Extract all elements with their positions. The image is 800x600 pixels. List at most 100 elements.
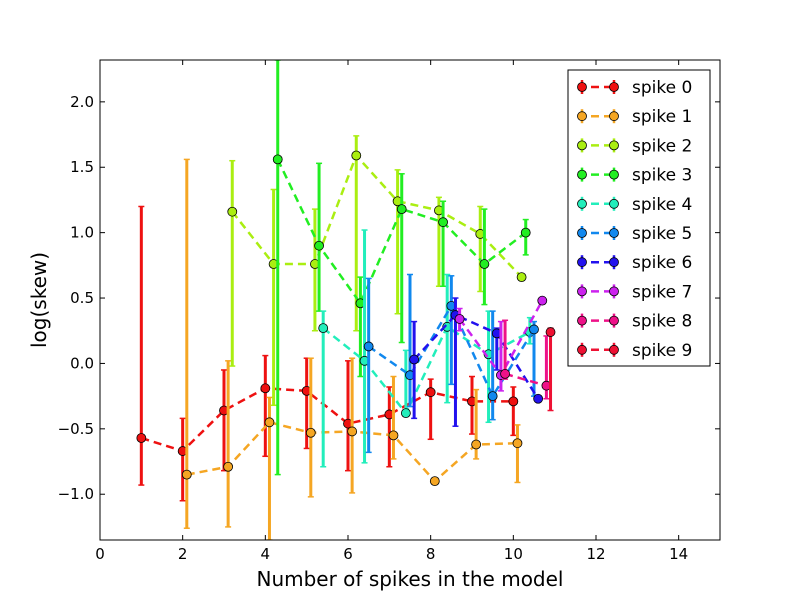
data-point [516,272,527,283]
legend-entry: spike 8 [577,312,692,332]
data-point [351,150,362,161]
data-point [363,341,374,352]
legend-label: spike 8 [632,312,692,332]
legend-marker [609,344,619,355]
legend-label: spike 4 [632,195,692,215]
data-point [438,217,448,228]
legend-marker [577,111,587,122]
legend-marker [609,286,619,297]
y-tick-label: 2.0 [70,93,94,111]
x-tick-label: 10 [504,545,523,563]
x-tick-label: 8 [426,545,436,563]
series [363,273,539,454]
series-line [413,313,540,400]
legend-marker [609,111,619,122]
series [181,158,523,540]
series [545,327,556,412]
data-point [487,391,498,402]
x-axis-label: Number of spikes in the model [256,567,563,591]
legend-marker [577,286,587,297]
y-tick-label: 1.5 [70,158,94,176]
legend-marker [609,228,619,238]
data-point [400,408,411,419]
legend-entry: spike 5 [577,224,692,244]
legend-marker [609,315,619,326]
y-tick-label: 1.0 [70,224,94,242]
legend-label: spike 3 [632,166,692,186]
y-tick-label: 0.5 [70,289,94,307]
series-line [231,153,523,278]
x-tick-label: 0 [95,545,105,563]
plot-area [136,60,556,540]
data-point [425,387,436,398]
y-tick-label: −0.5 [58,420,94,438]
data-point [545,327,556,337]
series [136,205,519,502]
legend-marker [609,169,619,180]
x-tick-label: 12 [586,545,605,563]
data-point [520,227,531,238]
series-line [322,324,531,416]
data-point [314,240,324,251]
legend-entry: spike 7 [577,282,692,302]
legend-marker [577,344,587,355]
data-point [318,323,329,334]
legend-entry: spike 1 [577,107,692,127]
axis-ticks: 0 2 4 6 8 10 12 14 −1.0 −0.5 0.0 0.5 1.0 1.5 2.0 [58,60,720,563]
series-line [504,372,547,387]
x-tick-label: 6 [343,545,353,563]
x-tick-label: 4 [261,545,271,563]
data-point [264,417,275,428]
series-line [140,387,514,453]
data-point [479,259,490,269]
data-point [272,154,283,165]
legend-marker [609,257,619,268]
series [227,135,527,407]
data-point [471,439,482,450]
y-tick-label: −1.0 [58,485,94,503]
data-point [260,383,271,394]
legend-entry: spike 9 [577,341,692,361]
legend-marker [577,140,587,151]
legend-marker [577,315,587,326]
legend-marker [609,82,619,92]
legend-marker [577,257,587,268]
legend-marker [577,82,587,92]
x-tick-label: 14 [669,545,688,563]
legend: spike 0 spike 1 spike 2 spike 3 spike 4 spike… [567,69,711,367]
data-point [409,354,420,365]
legend-marker [609,198,619,209]
legend-marker [577,228,587,238]
data-point [136,433,147,443]
axes-frame [99,59,721,541]
data-point [500,368,510,379]
data-point [305,427,316,438]
legend-label: spike 1 [632,107,692,127]
data-point [512,438,523,449]
data-point [388,430,399,441]
x-tick-label: 2 [178,545,188,563]
data-point [454,314,465,324]
data-point [181,469,192,480]
legend-label: spike 7 [632,282,692,302]
data-point [347,426,358,437]
legend-entry: spike 6 [577,253,692,273]
legend-label: spike 2 [632,136,692,156]
legend-entry: spike 0 [577,78,692,98]
data-point [429,476,440,487]
legend-marker [577,169,587,180]
legend-label: spike 5 [632,224,692,244]
legend-marker [577,198,587,209]
data-point [529,324,539,335]
y-tick-label: 0.0 [70,354,94,372]
series [500,319,552,400]
data-point [227,206,238,217]
series [409,297,544,427]
legend-marker [609,140,619,151]
data-point [533,393,544,404]
legend-entry: spike 3 [577,166,692,186]
legend-label: spike 9 [632,341,692,361]
legend-box [567,69,711,367]
legend-entry: spike 4 [577,195,692,215]
